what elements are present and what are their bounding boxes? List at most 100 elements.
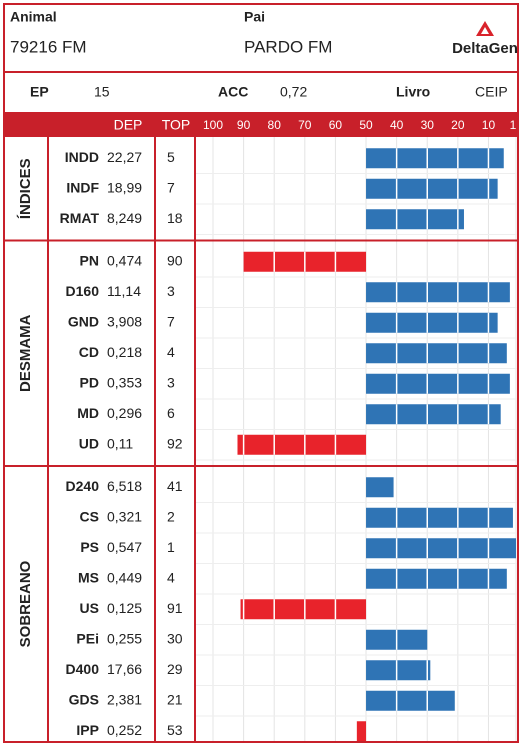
bar bbox=[366, 282, 510, 303]
group-label: DESMAMA bbox=[17, 314, 34, 392]
trait: D160 bbox=[66, 283, 100, 299]
x-tick-label: 1 bbox=[510, 118, 517, 132]
top: 6 bbox=[167, 405, 175, 421]
top: 2 bbox=[167, 508, 175, 524]
bar bbox=[366, 209, 464, 230]
top: 30 bbox=[167, 630, 183, 646]
trait: CS bbox=[80, 508, 99, 524]
bar bbox=[366, 148, 504, 169]
ep: 15 bbox=[94, 84, 110, 100]
bar bbox=[366, 660, 431, 681]
book-label: Livro bbox=[396, 84, 430, 100]
trait: GDS bbox=[69, 691, 99, 707]
group-label: ÍNDICES bbox=[17, 158, 34, 219]
trait: GND bbox=[68, 313, 99, 329]
top: 1 bbox=[167, 539, 175, 555]
top: 92 bbox=[167, 435, 183, 451]
dep: 0,474 bbox=[107, 252, 142, 268]
group-label: SOBREANO bbox=[17, 560, 34, 647]
top: 3 bbox=[167, 374, 175, 390]
animal-label: Animal bbox=[10, 9, 57, 25]
x-tick-label: 70 bbox=[298, 118, 312, 132]
x-tick-label: 20 bbox=[451, 118, 465, 132]
trait: D400 bbox=[66, 661, 100, 677]
trait: MS bbox=[78, 569, 99, 585]
dep-header: DEP bbox=[114, 117, 143, 133]
acc-label: ACC bbox=[218, 84, 248, 100]
dep: 0,255 bbox=[107, 630, 142, 646]
trait: INDF bbox=[66, 179, 99, 195]
dep: 11,14 bbox=[107, 283, 141, 299]
bar bbox=[240, 599, 367, 620]
dep: 0,296 bbox=[107, 405, 142, 421]
book: CEIP bbox=[475, 84, 508, 100]
bar bbox=[366, 690, 455, 711]
x-tick-label: 90 bbox=[237, 118, 251, 132]
dep: 0,11 bbox=[107, 435, 133, 451]
top: 91 bbox=[167, 600, 183, 616]
x-tick-label: 80 bbox=[268, 118, 282, 132]
bar bbox=[366, 343, 507, 364]
dep: 8,249 bbox=[107, 210, 142, 226]
top-header: TOP bbox=[162, 117, 191, 133]
bar bbox=[366, 538, 516, 559]
bar bbox=[366, 373, 510, 394]
top: 18 bbox=[167, 210, 183, 226]
bar bbox=[366, 477, 394, 498]
frame bbox=[3, 3, 519, 743]
dep: 0,218 bbox=[107, 344, 142, 360]
brand: DeltaGen bbox=[452, 40, 518, 57]
x-tick-label: 60 bbox=[329, 118, 343, 132]
animal: 79216 FM bbox=[10, 37, 87, 56]
top: 21 bbox=[167, 691, 183, 707]
trait: RMAT bbox=[60, 210, 100, 226]
dep: 22,27 bbox=[107, 149, 142, 165]
sire-label: Pai bbox=[244, 9, 265, 25]
trait: CD bbox=[79, 344, 99, 360]
trait: PS bbox=[80, 539, 99, 555]
trait: MD bbox=[77, 405, 99, 421]
dep: 2,381 bbox=[107, 691, 142, 707]
sire: PARDO FM bbox=[244, 37, 332, 56]
top: 3 bbox=[167, 283, 175, 299]
bar bbox=[356, 721, 367, 742]
top: 5 bbox=[167, 149, 175, 165]
top: 53 bbox=[167, 722, 183, 738]
top: 4 bbox=[167, 344, 175, 360]
dep: 17,66 bbox=[107, 661, 142, 677]
top: 41 bbox=[167, 478, 183, 494]
x-tick-label: 30 bbox=[421, 118, 435, 132]
dep: 0,353 bbox=[107, 374, 142, 390]
bar bbox=[366, 404, 501, 425]
logo bbox=[476, 21, 494, 36]
top: 7 bbox=[167, 179, 175, 195]
trait: IPP bbox=[76, 722, 99, 738]
bar bbox=[366, 568, 507, 589]
x-tick-label: 100 bbox=[203, 118, 223, 132]
top: 90 bbox=[167, 252, 183, 268]
bar bbox=[366, 178, 498, 199]
dep: 0,449 bbox=[107, 569, 142, 585]
x-tick-label: 40 bbox=[390, 118, 404, 132]
top: 7 bbox=[167, 313, 175, 329]
trait: UD bbox=[79, 435, 99, 451]
header-band bbox=[4, 113, 518, 137]
acc: 0,72 bbox=[280, 84, 307, 100]
trait: PN bbox=[80, 252, 99, 268]
bar bbox=[237, 434, 367, 455]
bar bbox=[366, 507, 513, 528]
trait: US bbox=[80, 600, 99, 616]
dep: 0,125 bbox=[107, 600, 142, 616]
top: 4 bbox=[167, 569, 175, 585]
bar bbox=[366, 312, 498, 333]
ep-label: EP bbox=[30, 84, 49, 100]
trait: D240 bbox=[66, 478, 100, 494]
trait: PEi bbox=[76, 630, 99, 646]
trait: PD bbox=[80, 374, 99, 390]
dep: 0,321 bbox=[107, 508, 142, 524]
top: 29 bbox=[167, 661, 183, 677]
dep: 0,547 bbox=[107, 539, 142, 555]
dep: 0,252 bbox=[107, 722, 142, 738]
